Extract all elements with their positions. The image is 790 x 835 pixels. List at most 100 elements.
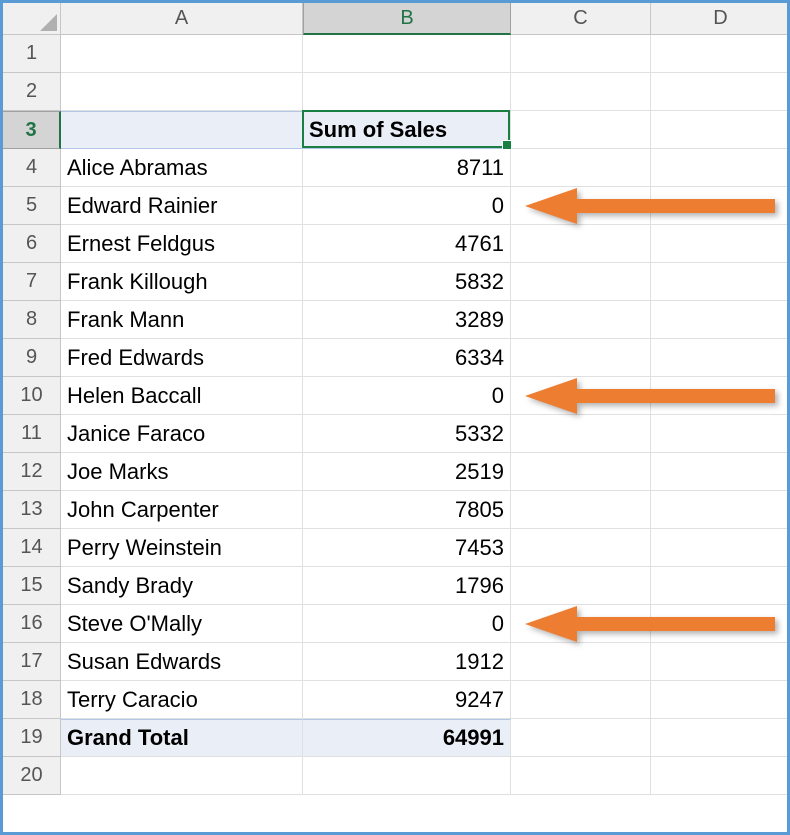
cell-value-r18[interactable]: 9247 xyxy=(303,681,511,719)
cell-D19[interactable] xyxy=(651,719,790,757)
cell-value-r19[interactable]: 64991 xyxy=(303,719,511,757)
cell-C14[interactable] xyxy=(511,529,651,567)
row-header-6[interactable]: 6 xyxy=(3,225,61,263)
cell-name-r3[interactable] xyxy=(61,111,303,149)
cell-name-r12[interactable]: Joe Marks xyxy=(61,453,303,491)
cell-name-r7[interactable]: Frank Killough xyxy=(61,263,303,301)
cell-C11[interactable] xyxy=(511,415,651,453)
cell-D6[interactable] xyxy=(651,225,790,263)
cell-name-r16[interactable]: Steve O'Mally xyxy=(61,605,303,643)
row-header-13[interactable]: 13 xyxy=(3,491,61,529)
cell-C9[interactable] xyxy=(511,339,651,377)
spreadsheet-frame: ABCD123Sum of Sales4Alice Abramas87115Ed… xyxy=(0,0,790,835)
column-header-A[interactable]: A xyxy=(61,3,303,35)
row-header-2[interactable]: 2 xyxy=(3,73,61,111)
cell-C20[interactable] xyxy=(511,757,651,795)
cell-D14[interactable] xyxy=(651,529,790,567)
row-header-16[interactable]: 16 xyxy=(3,605,61,643)
cell-name-r13[interactable]: John Carpenter xyxy=(61,491,303,529)
cell-C6[interactable] xyxy=(511,225,651,263)
row-header-19[interactable]: 19 xyxy=(3,719,61,757)
cell-A1[interactable] xyxy=(61,35,303,73)
cell-B2[interactable] xyxy=(303,73,511,111)
row-header-3[interactable]: 3 xyxy=(3,111,61,149)
row-header-12[interactable]: 12 xyxy=(3,453,61,491)
cell-name-r6[interactable]: Ernest Feldgus xyxy=(61,225,303,263)
cell-D8[interactable] xyxy=(651,301,790,339)
row-header-18[interactable]: 18 xyxy=(3,681,61,719)
cell-B20[interactable] xyxy=(303,757,511,795)
cell-name-r11[interactable]: Janice Faraco xyxy=(61,415,303,453)
cell-name-r4[interactable]: Alice Abramas xyxy=(61,149,303,187)
cell-D4[interactable] xyxy=(651,149,790,187)
cell-D18[interactable] xyxy=(651,681,790,719)
cell-value-r17[interactable]: 1912 xyxy=(303,643,511,681)
row-header-11[interactable]: 11 xyxy=(3,415,61,453)
cell-C13[interactable] xyxy=(511,491,651,529)
cell-value-r6[interactable]: 4761 xyxy=(303,225,511,263)
cell-name-r5[interactable]: Edward Rainier xyxy=(61,187,303,225)
cell-D13[interactable] xyxy=(651,491,790,529)
cell-B1[interactable] xyxy=(303,35,511,73)
cell-name-r15[interactable]: Sandy Brady xyxy=(61,567,303,605)
cell-D3[interactable] xyxy=(651,111,790,149)
cell-value-r3[interactable]: Sum of Sales xyxy=(303,111,511,149)
cell-name-r10[interactable]: Helen Baccall xyxy=(61,377,303,415)
cell-value-r4[interactable]: 8711 xyxy=(303,149,511,187)
cell-name-r19[interactable]: Grand Total xyxy=(61,719,303,757)
row-header-15[interactable]: 15 xyxy=(3,567,61,605)
cell-value-r15[interactable]: 1796 xyxy=(303,567,511,605)
cell-value-r13[interactable]: 7805 xyxy=(303,491,511,529)
cell-name-r8[interactable]: Frank Mann xyxy=(61,301,303,339)
row-header-14[interactable]: 14 xyxy=(3,529,61,567)
cell-C12[interactable] xyxy=(511,453,651,491)
cell-A2[interactable] xyxy=(61,73,303,111)
cell-value-r16[interactable]: 0 xyxy=(303,605,511,643)
row-header-9[interactable]: 9 xyxy=(3,339,61,377)
cell-value-r7[interactable]: 5832 xyxy=(303,263,511,301)
cell-C4[interactable] xyxy=(511,149,651,187)
cell-value-r10[interactable]: 0 xyxy=(303,377,511,415)
cell-value-r8[interactable]: 3289 xyxy=(303,301,511,339)
cell-C17[interactable] xyxy=(511,643,651,681)
row-header-20[interactable]: 20 xyxy=(3,757,61,795)
cell-D20[interactable] xyxy=(651,757,790,795)
column-header-B[interactable]: B xyxy=(303,3,511,35)
cell-value-r11[interactable]: 5332 xyxy=(303,415,511,453)
row-header-17[interactable]: 17 xyxy=(3,643,61,681)
select-all-corner[interactable] xyxy=(3,3,61,35)
cell-name-r9[interactable]: Fred Edwards xyxy=(61,339,303,377)
row-header-7[interactable]: 7 xyxy=(3,263,61,301)
cell-name-r17[interactable]: Susan Edwards xyxy=(61,643,303,681)
cell-D12[interactable] xyxy=(651,453,790,491)
column-header-D[interactable]: D xyxy=(651,3,790,35)
row-header-1[interactable]: 1 xyxy=(3,35,61,73)
cell-value-r9[interactable]: 6334 xyxy=(303,339,511,377)
cell-C7[interactable] xyxy=(511,263,651,301)
cell-A20[interactable] xyxy=(61,757,303,795)
cell-C2[interactable] xyxy=(511,73,651,111)
cell-C15[interactable] xyxy=(511,567,651,605)
cell-value-r12[interactable]: 2519 xyxy=(303,453,511,491)
cell-C18[interactable] xyxy=(511,681,651,719)
cell-value-r5[interactable]: 0 xyxy=(303,187,511,225)
row-header-5[interactable]: 5 xyxy=(3,187,61,225)
cell-name-r14[interactable]: Perry Weinstein xyxy=(61,529,303,567)
cell-C1[interactable] xyxy=(511,35,651,73)
cell-D1[interactable] xyxy=(651,35,790,73)
cell-C19[interactable] xyxy=(511,719,651,757)
cell-D9[interactable] xyxy=(651,339,790,377)
cell-value-r14[interactable]: 7453 xyxy=(303,529,511,567)
cell-D11[interactable] xyxy=(651,415,790,453)
row-header-4[interactable]: 4 xyxy=(3,149,61,187)
cell-D15[interactable] xyxy=(651,567,790,605)
cell-D2[interactable] xyxy=(651,73,790,111)
row-header-10[interactable]: 10 xyxy=(3,377,61,415)
cell-D7[interactable] xyxy=(651,263,790,301)
cell-D17[interactable] xyxy=(651,643,790,681)
row-header-8[interactable]: 8 xyxy=(3,301,61,339)
cell-C8[interactable] xyxy=(511,301,651,339)
column-header-C[interactable]: C xyxy=(511,3,651,35)
cell-name-r18[interactable]: Terry Caracio xyxy=(61,681,303,719)
cell-C3[interactable] xyxy=(511,111,651,149)
